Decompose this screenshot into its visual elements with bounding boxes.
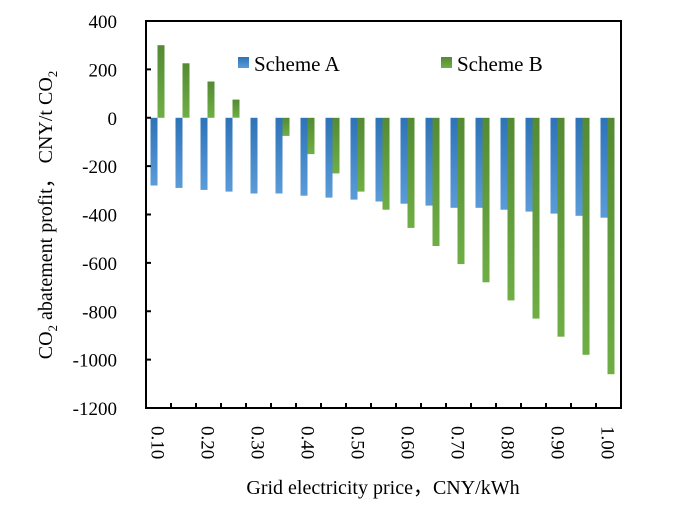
bar-scheme-a-0.45 (325, 117, 333, 198)
bar-scheme-b-0.25 (232, 99, 240, 118)
bar-scheme-b-0.90 (557, 117, 565, 337)
plot-area-frame (145, 20, 622, 409)
bar-scheme-b-0.85 (532, 117, 540, 319)
bar-scheme-b-0.60 (407, 117, 415, 228)
bar-scheme-b-0.95 (582, 117, 590, 355)
bar-scheme-b-0.15 (182, 63, 190, 118)
y-tick-label: -600 (82, 254, 117, 275)
y-tick-label: -1000 (73, 351, 117, 372)
bar-scheme-b-0.75 (482, 117, 490, 283)
bar-scheme-a-0.35 (275, 117, 283, 194)
bar-scheme-b-0.40 (307, 117, 315, 155)
bar-scheme-b-0.45 (332, 117, 340, 174)
y-axis: 400 200 0 -200 -400 -600 -800 -1000 -1200 (73, 12, 151, 420)
x-tick-label: 1.00 (597, 426, 618, 459)
bar-scheme-b-0.65 (432, 117, 440, 246)
bar-scheme-b-0.55 (382, 117, 390, 210)
x-axis-title: Grid electricity price，CNY/kWh (246, 477, 519, 499)
bar-scheme-a-0.20 (200, 117, 208, 190)
bar-scheme-b-0.20 (207, 81, 215, 118)
bar-scheme-a-0.50 (350, 117, 358, 200)
legend-swatch-scheme-a (238, 57, 249, 68)
legend-label-scheme-a: Scheme A (254, 52, 341, 76)
y-tick-label: 400 (89, 12, 118, 33)
y-axis-title: CO2 abatement profit， CNY/t CO2 (35, 71, 60, 360)
bar-scheme-b-0.50 (357, 117, 365, 192)
bar-scheme-b-0.80 (507, 117, 515, 301)
y-axis-title-sub2: 2 (45, 71, 60, 78)
x-tick-label: 0.50 (347, 426, 368, 459)
y-tick-label: -800 (82, 302, 117, 323)
y-axis-title-sub1: 2 (45, 325, 60, 332)
y-axis-title-co: CO (35, 331, 57, 359)
legend: Scheme A Scheme B (238, 52, 543, 76)
bar-scheme-a-0.40 (300, 117, 308, 196)
x-tick-label: 0.90 (547, 426, 568, 459)
bar-scheme-b-0.10 (157, 45, 165, 118)
bar-scheme-a-0.30 (250, 117, 258, 194)
y-tick-label: 0 (108, 109, 118, 130)
x-tick-label: 0.70 (447, 426, 468, 459)
bar-scheme-a-0.90 (550, 117, 558, 214)
bars-group (150, 45, 615, 375)
bar-scheme-a-0.25 (225, 117, 233, 192)
bar-scheme-a-0.15 (175, 117, 183, 188)
x-tick-label: 0.10 (147, 426, 168, 459)
bar-scheme-b-0.70 (457, 117, 465, 265)
bar-scheme-a-0.75 (475, 117, 483, 208)
y-tick-label: -1200 (73, 399, 117, 420)
bar-scheme-a-0.85 (525, 117, 533, 212)
y-axis-title-middle: abatement profit， CNY/t CO (35, 77, 57, 325)
x-tick-label: 0.80 (497, 426, 518, 459)
bar-scheme-a-0.60 (400, 117, 408, 204)
x-tick-label: 0.20 (197, 426, 218, 459)
bar-scheme-a-0.55 (375, 117, 383, 202)
bar-scheme-a-0.10 (150, 117, 158, 186)
y-tick-label: -200 (82, 157, 117, 178)
y-tick-label: -400 (82, 206, 117, 227)
legend-label-scheme-b: Scheme B (457, 52, 543, 76)
bar-scheme-a-0.95 (575, 117, 583, 216)
bar-scheme-b-0.35 (282, 117, 290, 136)
x-axis: 0.10 0.20 0.30 0.40 0.50 0.60 0.70 0.80 0.90 1.00 (147, 403, 618, 459)
x-tick-label: 0.30 (247, 426, 268, 459)
bar-scheme-a-0.70 (450, 117, 458, 208)
bar-scheme-a-0.80 (500, 117, 508, 210)
legend-swatch-scheme-b (441, 57, 452, 68)
x-tick-label: 0.60 (397, 426, 418, 459)
x-tick-label: 0.40 (297, 426, 318, 459)
bar-scheme-b-1.00 (607, 117, 615, 375)
y-tick-label: 200 (89, 60, 118, 81)
bar-scheme-a-0.65 (425, 117, 433, 206)
bar-scheme-a-1.00 (600, 117, 608, 218)
